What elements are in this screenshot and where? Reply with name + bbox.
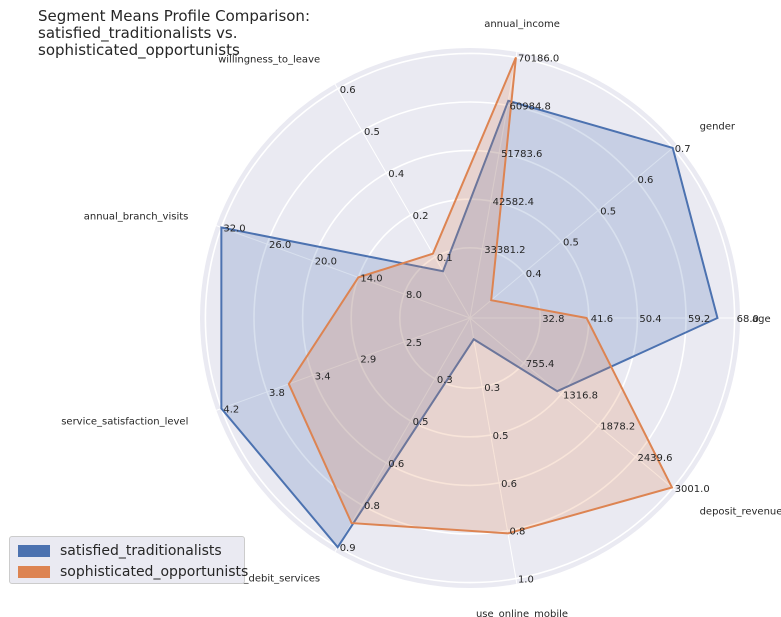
tick-label: 33381.2 <box>484 245 525 256</box>
tick-label: 2.9 <box>360 355 376 366</box>
tick-label: 20.0 <box>315 257 337 268</box>
radar-grid <box>200 48 740 588</box>
tick-label: 59.2 <box>688 314 710 325</box>
legend-item-0: satisfied_traditionalists <box>18 542 222 560</box>
tick-label: 50.4 <box>639 314 661 325</box>
grid-spoke <box>216 225 471 319</box>
tick-label: 2439.6 <box>637 453 672 464</box>
tick-label: 1.0 <box>518 575 534 586</box>
tick-label: 3.4 <box>315 371 331 382</box>
radar-series <box>220 57 719 549</box>
axis-label: use_debit_services <box>226 574 320 585</box>
tick-label: 1316.8 <box>563 390 598 401</box>
tick-label: 3001.0 <box>675 484 710 495</box>
tick-label: 51783.6 <box>501 149 542 160</box>
grid-spoke <box>469 52 518 319</box>
axis-label: use_online_mobile <box>476 609 568 617</box>
axis-label: annual_branch_visits <box>84 211 189 222</box>
legend-swatch-1 <box>18 566 50 578</box>
tick-label: 0.6 <box>501 479 517 490</box>
grid-spoke <box>469 144 678 319</box>
axis-label: annual_income <box>484 19 560 30</box>
legend-label-1: sophisticated_opportunists <box>60 564 249 580</box>
tick-label: 1878.2 <box>600 422 635 433</box>
tick-label: 0.8 <box>364 501 380 512</box>
tick-label: 755.4 <box>526 359 555 370</box>
legend: satisfied_traditionalists sophisticated_… <box>9 536 248 584</box>
tick-label: 4.2 <box>223 404 239 415</box>
axis-label: age <box>752 314 771 325</box>
tick-label: 68.0 <box>737 314 759 325</box>
tick-label: 0.5 <box>364 127 380 138</box>
tick-label: 0.7 <box>675 144 691 155</box>
tick-label: 0.5 <box>413 417 429 428</box>
tick-label: 0.1 <box>437 253 453 264</box>
tick-label: 0.4 <box>526 269 542 280</box>
tick-label: 0.6 <box>388 459 404 470</box>
radar-labels: 32.8 41.6 50.4 59.2 68.0 0.4 0.5 0.5 0.6 0.7 33381… <box>61 19 781 617</box>
legend-swatch-0 <box>18 545 50 557</box>
tick-label: 0.8 <box>510 527 526 538</box>
tick-label: 0.4 <box>388 169 404 180</box>
grid-spoke <box>469 317 678 492</box>
legend-label-0: satisfied_traditionalists <box>60 543 222 559</box>
axis-label: service_satisfaction_level <box>61 417 188 428</box>
grid-spoke <box>216 317 471 411</box>
axis-label: gender <box>700 121 736 132</box>
axis-label: willingness_to_leave <box>218 54 320 65</box>
series-polygon-0 <box>220 99 719 549</box>
tick-label: 0.5 <box>493 431 509 442</box>
series-polygon-1 <box>287 57 674 535</box>
grid-spoke <box>334 83 471 319</box>
tick-label: 2.5 <box>406 338 422 349</box>
legend-item-1: sophisticated_opportunists <box>18 563 248 581</box>
tick-label: 0.3 <box>484 383 500 394</box>
tick-label: 0.5 <box>563 238 579 249</box>
tick-label: 0.6 <box>637 175 653 186</box>
grid-spoke <box>469 317 518 584</box>
tick-label: 0.2 <box>413 211 429 222</box>
tick-label: 26.0 <box>269 240 291 251</box>
tick-label: 14.0 <box>360 273 382 284</box>
tick-label: 70186.0 <box>518 53 559 64</box>
tick-label: 3.8 <box>269 388 285 399</box>
tick-label: 41.6 <box>591 314 613 325</box>
tick-label: 0.5 <box>600 206 616 217</box>
tick-label: 32.0 <box>223 224 245 235</box>
tick-label: 8.0 <box>406 290 422 301</box>
tick-label: 32.8 <box>542 314 564 325</box>
tick-label: 0.9 <box>340 543 356 554</box>
tick-label: 0.6 <box>340 85 356 96</box>
tick-label: 42582.4 <box>493 197 534 208</box>
tick-label: 60984.8 <box>510 101 551 112</box>
grid-spoke <box>334 317 471 553</box>
axis-label: deposit_revenue <box>700 507 781 518</box>
chart-title: Segment Means Profile Comparison: satisf… <box>38 7 310 59</box>
tick-label: 0.3 <box>437 375 453 386</box>
